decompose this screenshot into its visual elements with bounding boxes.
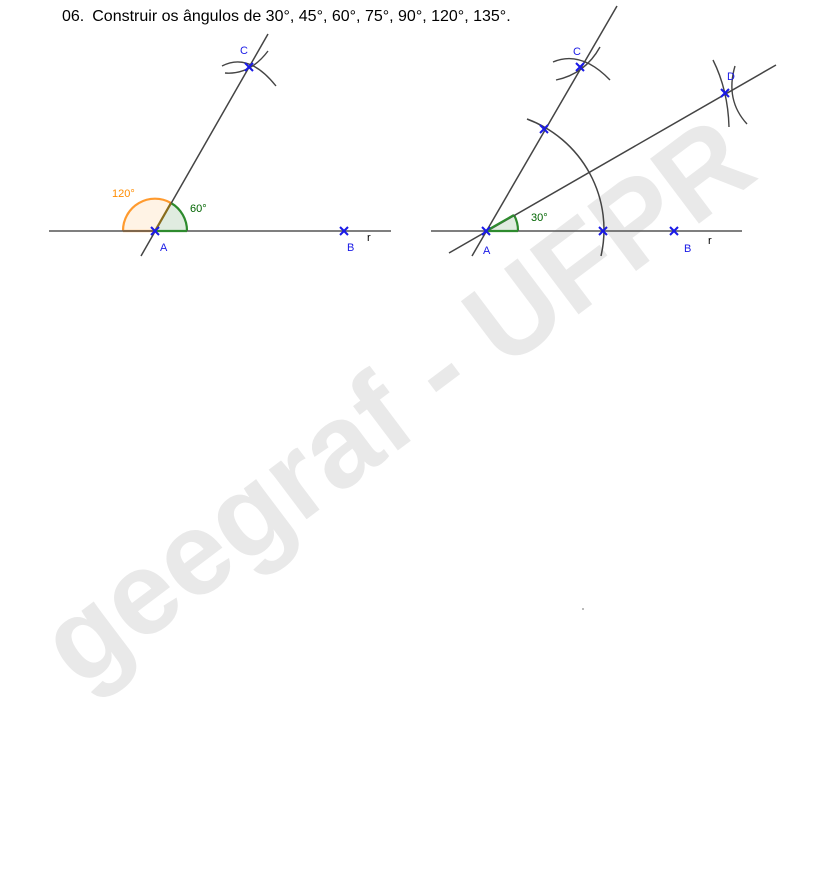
figure-right: A B C D r 30° <box>431 5 777 257</box>
point-b-left-label: B <box>347 242 354 254</box>
point-a-right-marker <box>481 226 491 236</box>
point-b-right-marker <box>669 226 679 236</box>
angle-120-arc <box>121 197 172 232</box>
point-a-right-label: A <box>483 245 491 257</box>
point-b-right-label: B <box>684 243 691 255</box>
point-c-right-marker <box>575 62 585 72</box>
construction-arc-c1 <box>221 61 277 87</box>
line-ac-right <box>471 5 618 257</box>
point-arc-intersection-2 <box>598 226 608 236</box>
point-a-left-marker <box>150 226 160 236</box>
angle-30-label: 30° <box>531 212 548 224</box>
angle-60-label: 60° <box>190 203 207 215</box>
line-r-left-label: r <box>367 232 371 244</box>
stray-dot <box>582 608 584 610</box>
angle-60-arc <box>170 202 189 232</box>
point-d-label: D <box>727 71 735 83</box>
exercise-number: 06. <box>62 8 85 25</box>
angle-shared-ray <box>154 202 172 232</box>
angle-120-label: 120° <box>112 188 135 200</box>
line-r-right-label: r <box>708 235 712 247</box>
point-a-left-label: A <box>160 242 168 254</box>
point-arc-intersection-1 <box>539 124 549 134</box>
point-c-left-marker <box>244 62 254 72</box>
exercise-heading: 06. Construir os ângulos de 30°, 45°, 60°… <box>62 8 511 26</box>
exercise-statement: Construir os ângulos de 30°, 45°, 60°, 7… <box>92 8 511 25</box>
construction-arc-d2 <box>731 65 748 125</box>
construction-arc-c1-right <box>552 57 611 81</box>
point-c-left-label: C <box>240 45 248 57</box>
point-c-right-label: C <box>573 46 581 58</box>
point-d-marker <box>720 88 730 98</box>
angle-30-ray-2 <box>485 214 515 232</box>
point-b-left-marker <box>339 226 349 236</box>
figure-left: A B C r 60° 120° <box>49 33 391 257</box>
construction-arc-main <box>526 118 605 257</box>
